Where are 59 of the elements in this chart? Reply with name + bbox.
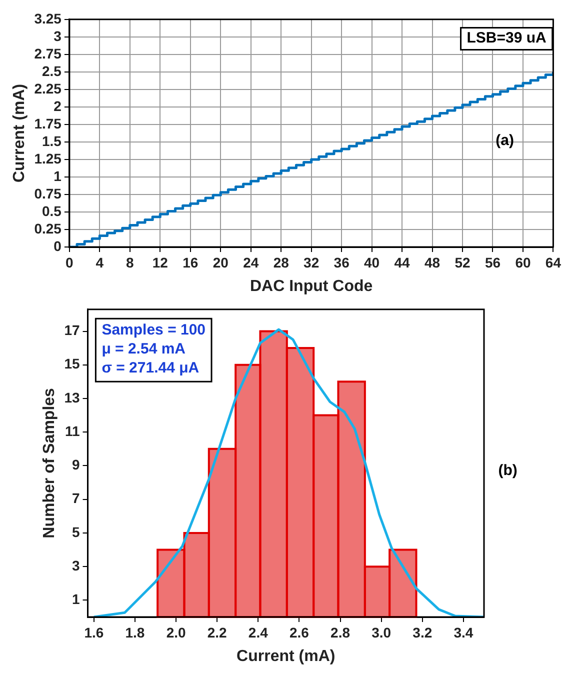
- y-tick-label: 11: [64, 422, 80, 439]
- y-tick-label: 3: [54, 28, 62, 44]
- y-tick-label: 0.5: [42, 202, 62, 219]
- annotation: σ = 271.44 μA: [102, 359, 200, 376]
- x-tick-label: 2.4: [248, 624, 268, 640]
- x-tick-label: 48: [424, 254, 440, 270]
- y-tick-label: 2: [54, 98, 62, 114]
- x-tick-label: 56: [484, 254, 501, 270]
- x-axis-title: Current (mA): [236, 648, 336, 665]
- x-tick-label: 12: [152, 254, 168, 270]
- y-tick-label: 9: [72, 456, 80, 473]
- y-tick-label: 17: [64, 322, 80, 338]
- y-tick-label: 1: [72, 591, 80, 608]
- x-tick-label: 52: [454, 254, 471, 270]
- x-tick-label: 60: [515, 254, 531, 270]
- x-tick-label: 32: [304, 254, 320, 270]
- x-tick-label: 24: [243, 254, 259, 270]
- x-tick-label: 1.8: [125, 624, 145, 640]
- x-tick-label: 3.4: [454, 624, 474, 640]
- x-tick-label: 36: [334, 254, 350, 270]
- x-tick-label: 64: [545, 254, 562, 270]
- x-tick-label: 2.2: [207, 624, 228, 640]
- x-tick-label: 2.8: [330, 624, 350, 640]
- y-tick-label: 1.25: [34, 150, 62, 166]
- x-tick-label: 3.2: [412, 624, 432, 640]
- annotation: μ = 2.54 mA: [102, 340, 186, 358]
- y-tick-label: 15: [64, 356, 80, 372]
- y-tick-label: 1.5: [42, 132, 62, 149]
- x-axis-title: DAC Input Code: [250, 278, 373, 295]
- y-tick-label: 3.25: [34, 10, 62, 26]
- x-tick-label: 28: [273, 254, 290, 270]
- annotation: LSB=39 uA: [466, 29, 547, 46]
- y-tick-label: 3: [72, 557, 80, 574]
- x-tick-label: 2.6: [289, 624, 310, 640]
- y-tick-label: 0: [54, 238, 62, 254]
- text: (b): [498, 462, 518, 479]
- y-tick-label: 7: [72, 490, 80, 506]
- y-tick-label: 2.75: [34, 45, 62, 62]
- y-tick-label: 1.75: [34, 115, 62, 132]
- x-tick-label: 1.6: [84, 624, 104, 640]
- y-tick-label: 0.25: [34, 220, 62, 236]
- x-tick-label: 44: [394, 254, 410, 270]
- x-tick-label: 8: [126, 254, 134, 270]
- y-tick-label: 1: [54, 168, 62, 184]
- x-tick-label: 4: [96, 254, 104, 270]
- x-tick-label: 3.0: [372, 624, 392, 640]
- annotation: (a): [496, 132, 514, 149]
- annotation: Samples = 100: [102, 321, 206, 338]
- x-tick-label: 2.0: [166, 624, 186, 640]
- y-axis-title: Number of Samples: [41, 388, 58, 538]
- y-tick-label: 5: [72, 524, 80, 540]
- y-tick-label: 13: [64, 389, 80, 406]
- x-tick-label: 16: [182, 254, 198, 270]
- y-axis-title: Current (mA): [11, 84, 28, 183]
- x-tick-label: 20: [212, 254, 229, 270]
- y-tick-label: 2.25: [34, 80, 62, 96]
- y-tick-label: 2.5: [42, 62, 62, 79]
- x-tick-label: 40: [364, 254, 380, 270]
- y-tick-label: 0.75: [34, 185, 62, 202]
